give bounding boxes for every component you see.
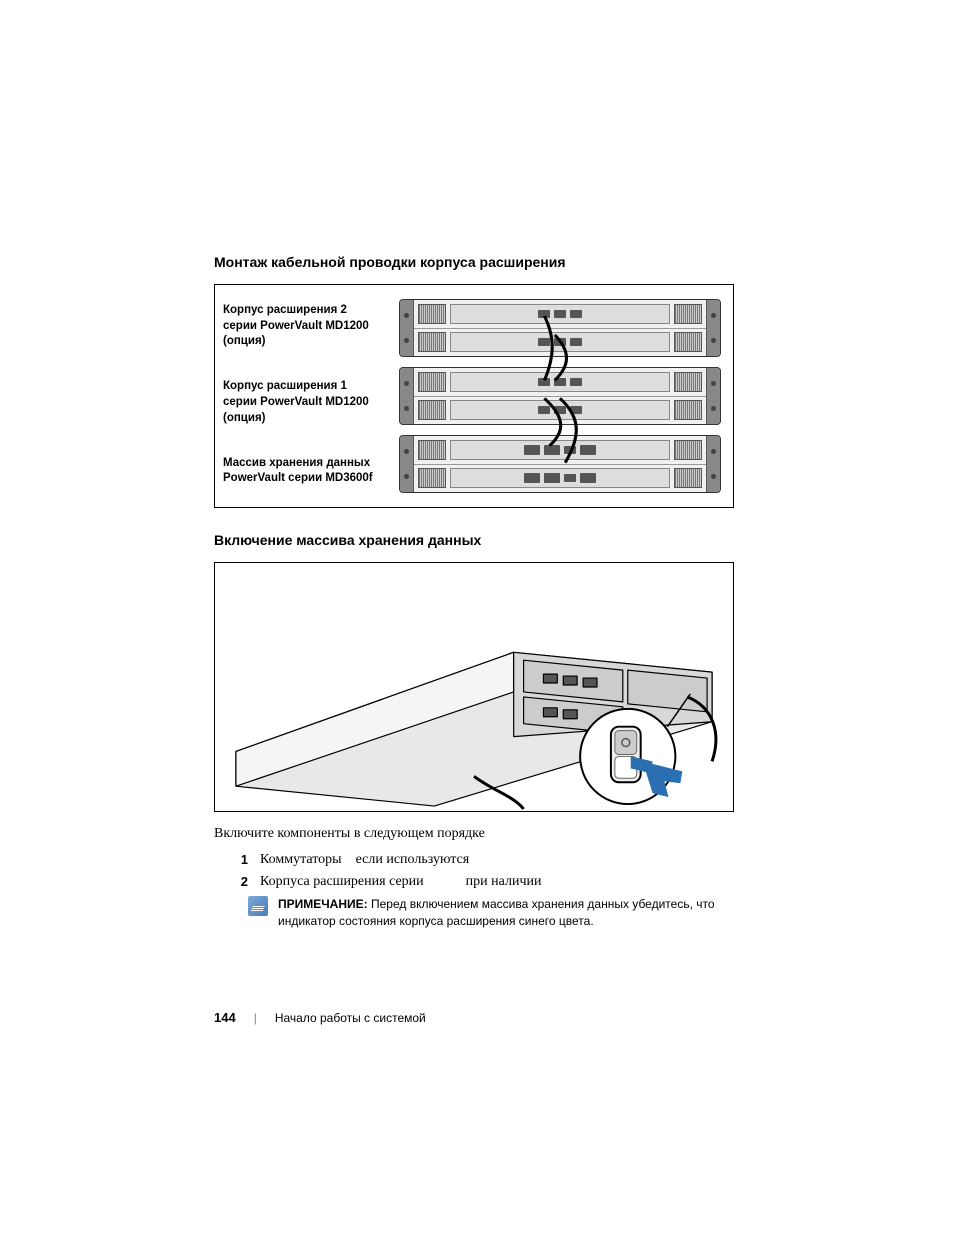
- note-icon: [248, 896, 268, 916]
- footer-section: Начало работы с системой: [275, 1011, 426, 1025]
- page-number: 144: [214, 1010, 236, 1025]
- item-text: Корпуса расширения серии при наличии: [260, 874, 541, 890]
- list-item: 1 Коммутаторы если используются: [214, 852, 734, 868]
- rack-unit: [399, 367, 721, 425]
- item-text: Коммутаторы если используются: [260, 852, 469, 868]
- note-block: ПРИМЕЧАНИЕ: Перед включением массива хра…: [214, 896, 734, 931]
- item-number: 1: [236, 852, 248, 868]
- cabling-diagram: Корпус расширения 2 серии PowerVault MD1…: [214, 284, 734, 508]
- ordered-steps: 1 Коммутаторы если используются 2 Корпус…: [214, 852, 734, 931]
- diagram-units: [399, 299, 721, 493]
- heading-powering: Включение массива хранения данных: [214, 532, 734, 548]
- item-number: 2: [236, 874, 248, 890]
- diagram-label: Массив хранения данных PowerVault серии …: [223, 456, 381, 487]
- page-footer: 144 | Начало работы с системой: [214, 1010, 426, 1025]
- power-on-figure: [214, 562, 734, 812]
- list-item: 2 Корпуса расширения серии при наличии: [214, 874, 734, 890]
- diagram-label: Корпус расширения 2 серии PowerVault MD1…: [223, 303, 381, 350]
- rack-unit: [399, 299, 721, 357]
- footer-sep: |: [254, 1011, 257, 1025]
- note-text: ПРИМЕЧАНИЕ: Перед включением массива хра…: [278, 896, 734, 931]
- intro-text: Включите компоненты в следующем порядке: [214, 826, 734, 842]
- rack-unit: [399, 435, 721, 493]
- power-on-svg: [215, 563, 733, 811]
- diagram-labels: Корпус расширения 2 серии PowerVault MD1…: [223, 299, 381, 493]
- heading-cabling: Монтаж кабельной проводки корпуса расшир…: [214, 254, 734, 270]
- diagram-label: Корпус расширения 1 серии PowerVault MD1…: [223, 379, 381, 426]
